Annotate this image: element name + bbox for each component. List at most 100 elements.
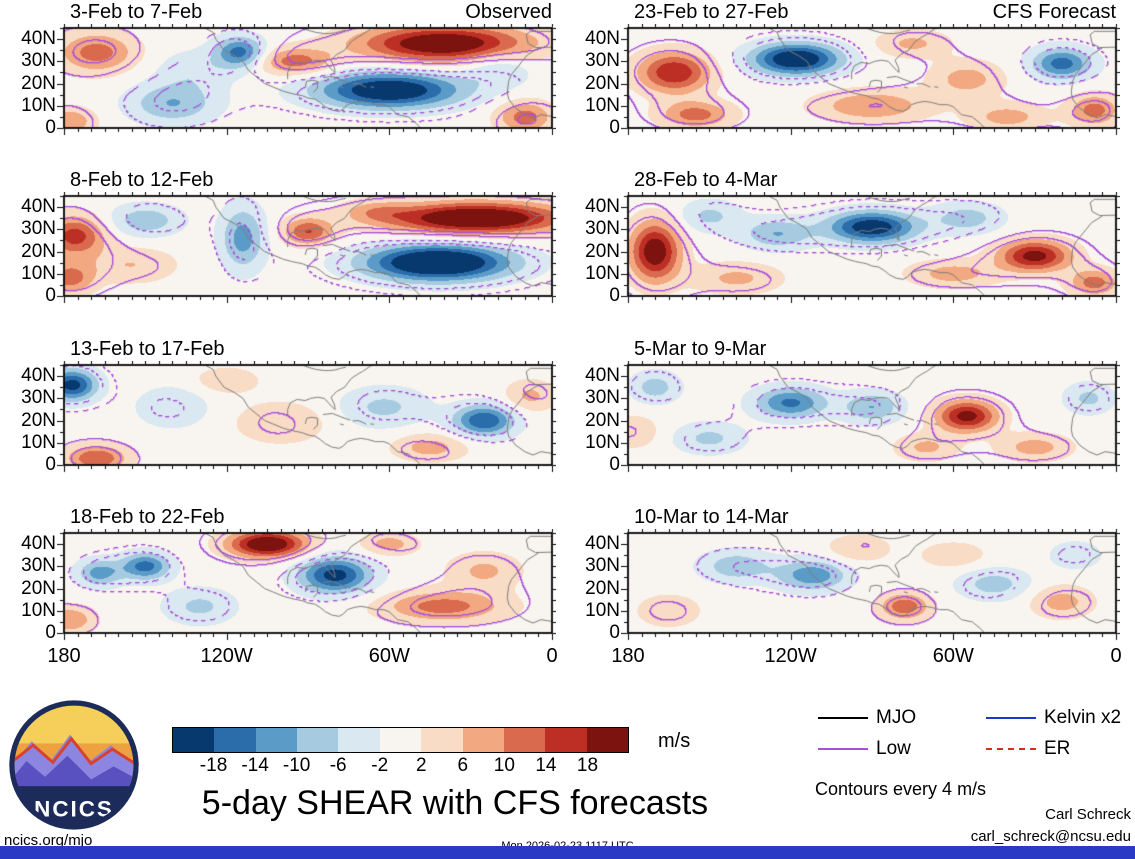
map-panel-1: 3-Feb to 7-Feb Observed 40N 30N 20N 10N 0 [21,1,556,138]
x-tick-label: 0 [1110,645,1122,667]
y-tick-label: 40N [585,28,620,50]
bottom-accent-bar [0,846,1135,859]
legend-label: Kelvin x2 [1044,707,1122,728]
map-canvas [57,24,556,136]
y-tick-label: 10N [21,599,56,621]
column-header: CFS Forecast [992,1,1116,23]
footer-url: ncics.org/mjo [4,832,93,849]
legend-line-kelvin-x2-icon [986,717,1036,719]
panel-title: 13-Feb to 17-Feb [70,338,225,360]
colorbar-tick-label: 6 [457,755,469,776]
colorbar-segment [379,728,422,752]
legend-label: ER [1044,738,1071,759]
y-tick-label: 10N [585,262,620,284]
y-tick-label: 0 [45,117,56,138]
y-tick-label: 10N [21,431,56,453]
y-tick-label: 20N [21,72,56,94]
map-panel-8: 10-Mar to 14-Mar 40N 30N 20N 10N 0 180 120W 60W 0 [585,506,1121,667]
colorbar-units: m/s [658,730,691,752]
map-panel-7: 5-Mar to 9-Mar 40N 30N 20N 10N 0 [585,338,1120,475]
y-tick-label: 40N [21,365,56,387]
colorbar-tick-label: 10 [493,755,515,776]
y-tick-label: 40N [585,533,620,555]
map-canvas [621,361,1120,473]
y-tick-label: 10N [21,94,56,116]
legend-line-mjo-icon [818,717,868,719]
panel-title: 3-Feb to 7-Feb [70,1,203,23]
y-tick-label: 10N [585,431,620,453]
colorbar-segment [503,728,546,752]
column-header: Observed [465,1,552,23]
panel-title: 10-Mar to 14-Mar [634,506,789,528]
colorbar-segment [173,728,215,752]
y-tick-label: 0 [45,622,56,643]
y-tick-label: 20N [585,240,620,262]
colorbar-segment [297,728,339,752]
y-tick-label: 30N [585,50,620,72]
x-tick-label: 0 [546,645,558,667]
map-canvas [621,24,1120,136]
y-tick-label: 20N [21,577,56,599]
x-tick-label: 60W [932,645,974,667]
y-tick-label: 20N [21,409,56,431]
legend-line-er-icon [986,748,1036,750]
x-tick-label: 60W [368,645,410,667]
y-tick-label: 30N [21,218,56,240]
map-canvas [621,192,1120,304]
logo-red-ridge-line [14,736,134,767]
colorbar-segment [545,728,587,752]
colorbar-tick-label: 14 [535,755,557,776]
y-tick-label: 30N [585,387,620,409]
y-tick-label: 0 [45,454,56,475]
y-tick-label: 30N [21,555,56,577]
x-tick-label: 120W [200,645,253,667]
legend-label: MJO [876,707,917,728]
legend-label: Low [876,738,911,759]
y-tick-label: 0 [609,454,620,475]
panel-title: 28-Feb to 4-Mar [634,169,778,191]
ncics-logo: NCICS [9,700,139,830]
panel-title: 8-Feb to 12-Feb [70,169,214,191]
map-panel-3: 13-Feb to 17-Feb 40N 30N 20N 10N 0 [21,338,556,475]
x-tick-label: 180 [611,645,645,667]
y-tick-label: 40N [585,365,620,387]
map-panel-4: 18-Feb to 22-Feb 40N 30N 20N 10N 0 180 120W 60W 0 [21,506,557,667]
y-tick-label: 20N [585,72,620,94]
credit-name: Carl Schreck [1045,806,1131,823]
y-tick-label: 20N [21,240,56,262]
colorbar-tick-label: -6 [329,755,347,776]
figure-title: 5-day SHEAR with CFS forecasts [201,784,709,822]
colorbar-segment [462,728,504,752]
panel-title: 5-Mar to 9-Mar [634,338,767,360]
colorbar-tick-label: 18 [576,755,599,776]
y-tick-label: 0 [609,622,620,643]
panel-title: 18-Feb to 22-Feb [70,506,225,528]
y-tick-label: 40N [21,533,56,555]
y-tick-label: 10N [585,94,620,116]
y-tick-label: 10N [585,599,620,621]
y-tick-label: 30N [21,387,56,409]
y-tick-label: 20N [585,409,620,431]
x-tick-label: 180 [47,645,81,667]
legend-line-low-icon [818,748,868,750]
colorbar-tick-label: -14 [241,755,269,776]
y-tick-label: 10N [21,262,56,284]
contour-interval-note: Contours every 4 m/s [815,779,987,799]
credit-email: carl_schreck@ncsu.edu [970,828,1131,845]
colorbar-tick-label: -10 [282,755,311,776]
map-canvas [57,192,556,304]
y-tick-label: 30N [21,50,56,72]
colorbar-tick-label: -18 [199,755,228,776]
map-panel-5: 23-Feb to 27-Feb CFS Forecast 40N 30N 20N 10N… [585,1,1120,138]
map-panel-2: 8-Feb to 12-Feb 40N 30N 20N 10N 0 [21,169,556,306]
colorbar-segment [214,728,256,752]
map-canvas [621,529,1120,641]
legend: MJO Low Kelvin x2 ER [810,700,1135,780]
map-canvas [57,529,556,641]
y-tick-label: 30N [585,555,620,577]
logo-text: NCICS [34,796,114,821]
colorbar-segment [421,728,463,752]
y-tick-label: 0 [45,285,56,306]
panel-title: 23-Feb to 27-Feb [634,1,789,23]
colorbar-segment [255,728,298,752]
